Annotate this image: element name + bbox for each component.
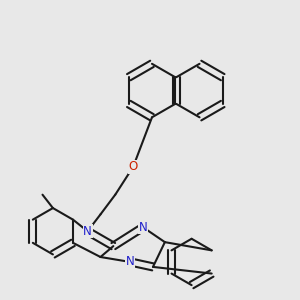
Text: N: N	[139, 221, 147, 234]
Text: N: N	[126, 256, 135, 268]
Text: O: O	[128, 160, 138, 173]
Text: N: N	[83, 225, 92, 238]
